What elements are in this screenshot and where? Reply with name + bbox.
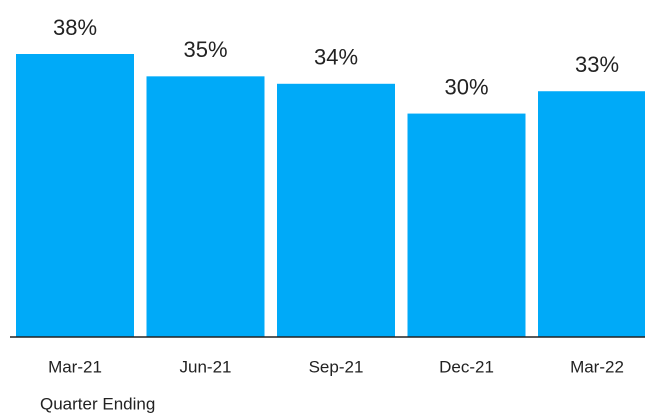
bar [16, 54, 134, 337]
value-label: 33% [575, 52, 619, 77]
bar [146, 76, 265, 337]
x-tick-label: Jun-21 [180, 357, 232, 376]
value-label: 35% [183, 37, 227, 62]
bar [407, 113, 526, 337]
value-label: 38% [53, 15, 97, 40]
x-tick-label: Sep-21 [309, 357, 364, 376]
x-tick-label: Mar-22 [570, 357, 624, 376]
x-tick-label: Mar-21 [48, 357, 102, 376]
x-axis-title: Quarter Ending [40, 394, 155, 413]
value-label: 34% [314, 45, 358, 70]
bar [277, 83, 395, 337]
value-label: 30% [444, 74, 488, 99]
x-tick-label: Dec-21 [439, 357, 494, 376]
bar [538, 91, 645, 337]
